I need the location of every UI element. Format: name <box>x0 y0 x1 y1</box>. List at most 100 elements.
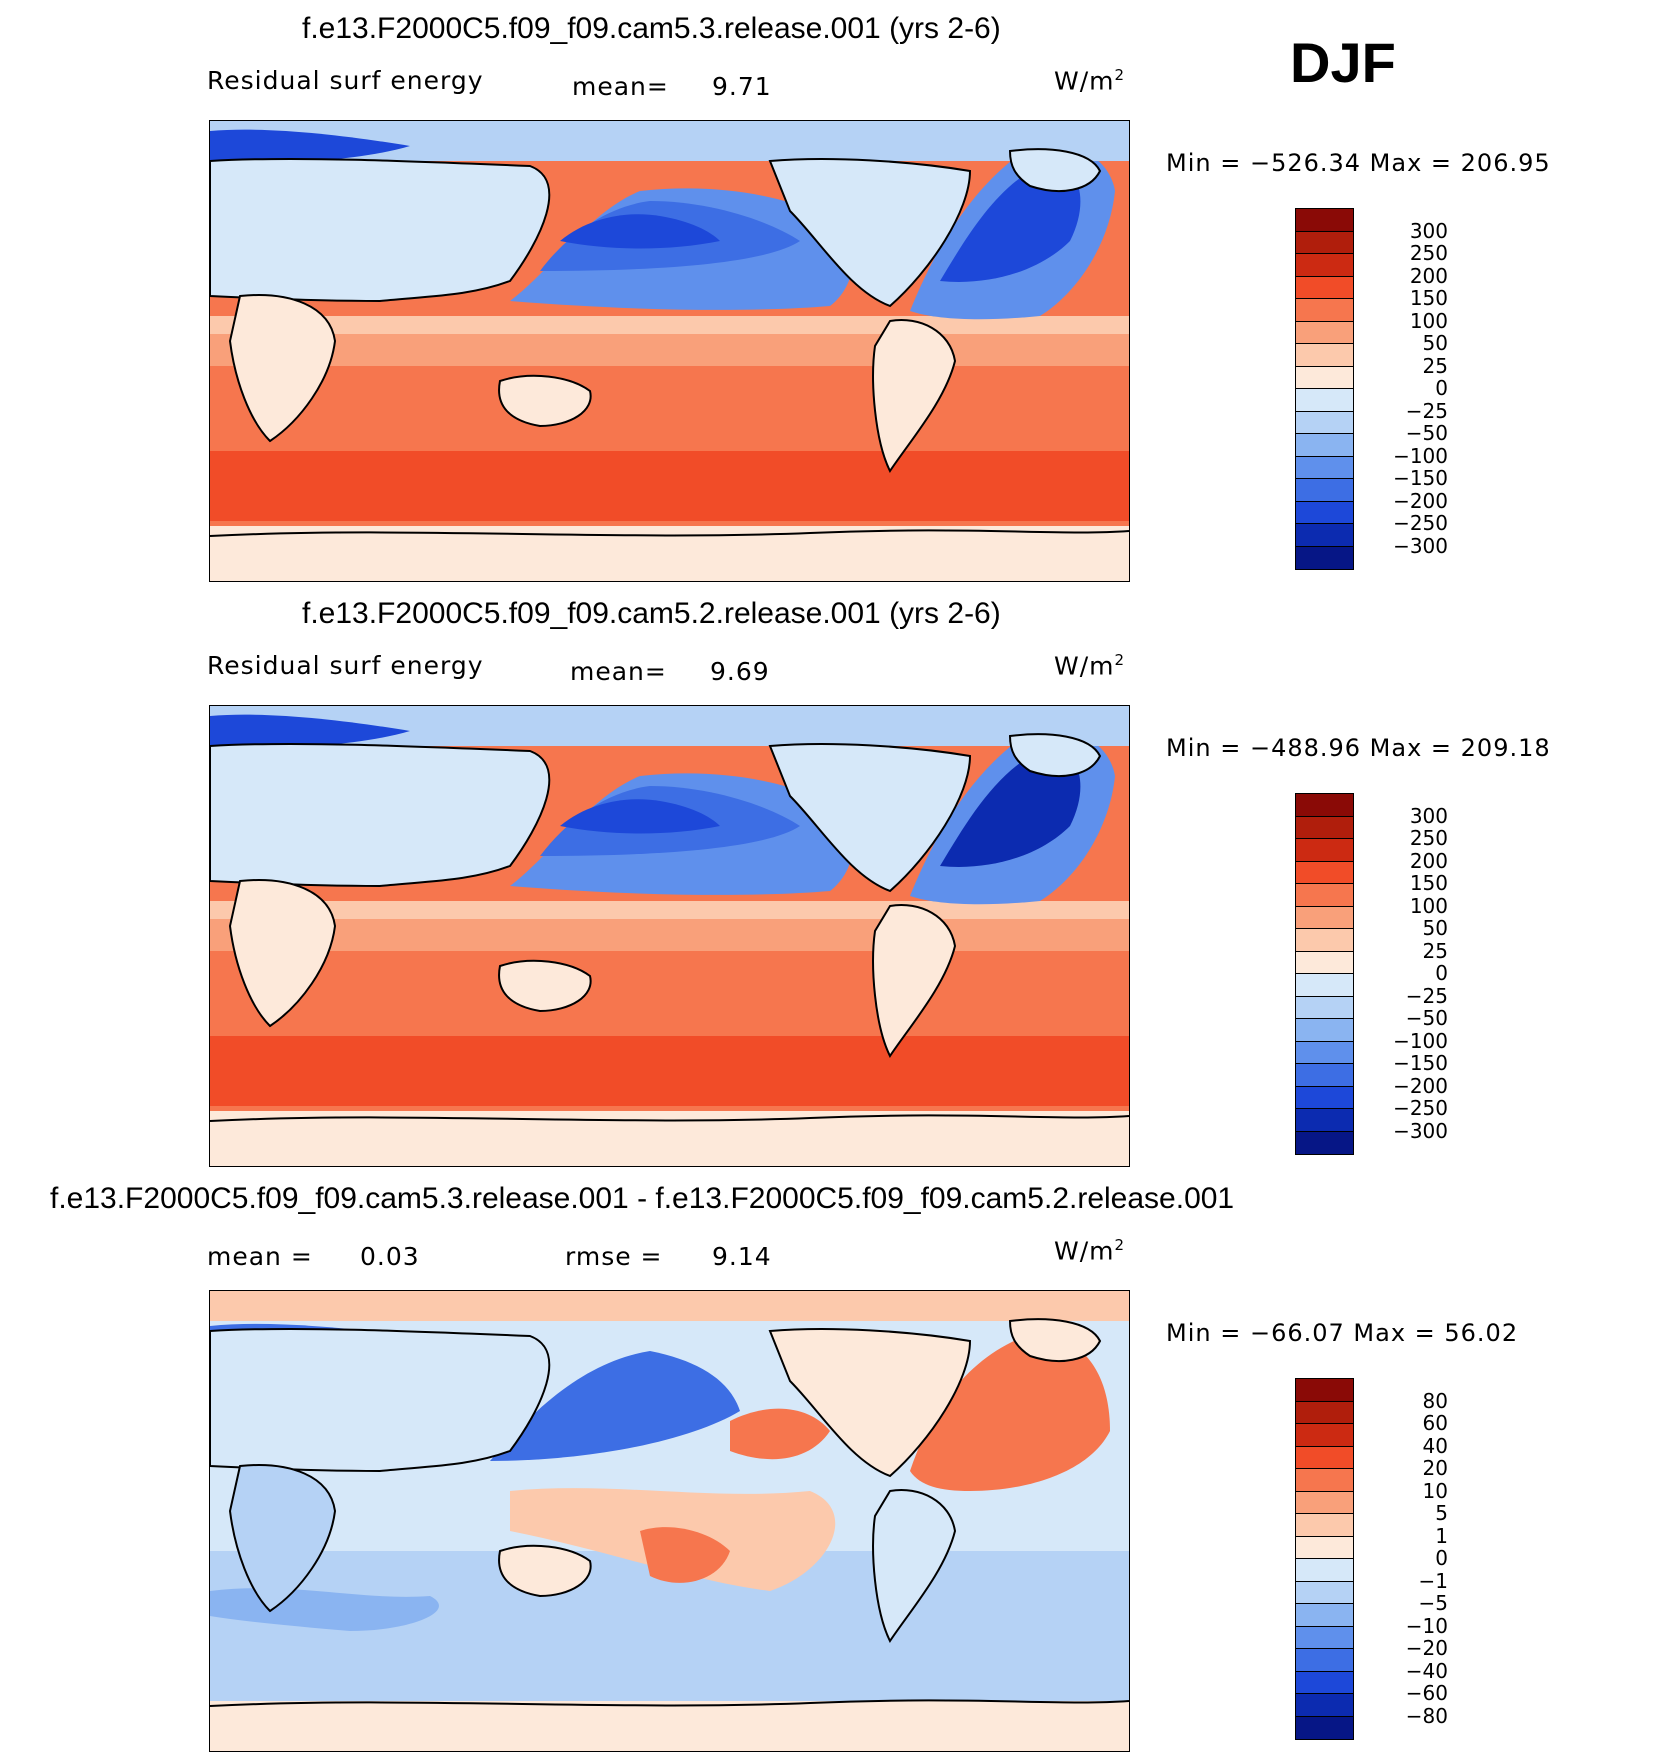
colorbar-segment <box>1296 861 1353 884</box>
colorbar-tick-label: −300 <box>1393 1118 1448 1143</box>
colorbar-tick-label: 10 <box>1422 1478 1448 1503</box>
panel2-mean-value: 9.69 <box>710 657 770 686</box>
panel1-africa <box>228 294 337 443</box>
panel3-south-america <box>872 1489 957 1643</box>
panel3-mean-value: 0.03 <box>360 1242 420 1271</box>
panel3-australia <box>498 1544 592 1598</box>
colorbar-segment <box>1296 456 1353 479</box>
panel2-map-svg <box>210 706 1129 1166</box>
colorbar-segment <box>1296 276 1353 299</box>
panel3-title: f.e13.F2000C5.f09_f09.cam5.3.release.001… <box>50 1182 1235 1215</box>
panel1-map-svg <box>210 121 1129 581</box>
colorbar-segment <box>1296 1086 1353 1109</box>
panel1-map <box>209 120 1130 582</box>
panel3-minmax: Min = −66.07 Max = 56.02 <box>1166 1319 1519 1347</box>
colorbar-segment <box>1296 254 1353 277</box>
colorbar-segment <box>1296 1716 1353 1739</box>
colorbar-segment <box>1296 1109 1353 1132</box>
colorbar-segment <box>1296 1559 1353 1582</box>
colorbar-tick-label: 1 <box>1435 1523 1448 1548</box>
panel1-natl-core <box>940 161 1081 282</box>
colorbar-tick-label: 25 <box>1422 353 1448 378</box>
colorbar-segment <box>1296 1671 1353 1694</box>
colorbar-segment <box>1296 1424 1353 1447</box>
colorbar-tick-label: −200 <box>1393 488 1448 513</box>
panel1-minmax: Min = −526.34 Max = 206.95 <box>1166 149 1551 177</box>
panel1-title: f.e13.F2000C5.f09_f09.cam5.3.release.001… <box>302 12 1001 45</box>
panel3-arctic <box>210 1291 1129 1321</box>
colorbar-tick-label: 100 <box>1409 893 1448 918</box>
panel1-variable: Residual surf energy <box>207 66 484 95</box>
panel1-colorbar <box>1295 208 1354 570</box>
colorbar-segment <box>1296 816 1353 839</box>
colorbar-segment <box>1296 321 1353 344</box>
panel3-antarctica <box>210 1701 1129 1751</box>
colorbar-tick-label: −250 <box>1393 1096 1448 1120</box>
panel1-colorbar-ticks: 300 250 200 150 100 50 25 0 −25 −50 −100 −150 −200 −2… <box>1368 208 1448 568</box>
colorbar-tick-label: −100 <box>1393 443 1448 468</box>
colorbar-tick-label: 50 <box>1422 331 1448 355</box>
colorbar-segment <box>1296 1041 1353 1064</box>
colorbar-tick-label: 150 <box>1409 871 1448 895</box>
colorbar-tick-label: 0 <box>1435 1546 1448 1570</box>
panel3-rmse-label: rmse = <box>565 1242 663 1271</box>
panel3-rmse-value: 9.14 <box>712 1242 772 1271</box>
panel3-map <box>209 1290 1130 1752</box>
colorbar-segment <box>1296 929 1353 952</box>
colorbar-segment <box>1296 366 1353 389</box>
colorbar-tick-label: 150 <box>1409 286 1448 310</box>
colorbar-segment <box>1296 1694 1353 1717</box>
colorbar-tick-label: 80 <box>1422 1388 1448 1413</box>
colorbar-segment <box>1296 389 1353 412</box>
colorbar-tick-label: 200 <box>1409 263 1448 288</box>
colorbar-tick-label: −25 <box>1405 398 1448 423</box>
panel2-title: f.e13.F2000C5.f09_f09.cam5.2.release.001… <box>302 597 1001 630</box>
panel2-antarctica <box>210 1111 1129 1166</box>
panel2-africa <box>228 879 337 1028</box>
colorbar-tick-label: −60 <box>1405 1681 1448 1705</box>
colorbar-tick-label: −25 <box>1405 983 1448 1008</box>
panel1-greenland <box>1008 148 1102 192</box>
colorbar-segment <box>1296 546 1353 569</box>
panel3-greenland <box>1008 1318 1102 1362</box>
panel3-map-svg <box>210 1291 1129 1751</box>
colorbar-tick-label: −250 <box>1393 511 1448 535</box>
colorbar-segment <box>1296 1604 1353 1627</box>
colorbar-tick-label: 250 <box>1409 241 1448 265</box>
panel3-sw-pac-warm <box>640 1527 730 1583</box>
colorbar-tick-label: −1 <box>1418 1568 1448 1593</box>
colorbar-segment <box>1296 1581 1353 1604</box>
panel1-australia <box>498 374 592 428</box>
panel1-units: W/m2 <box>1054 66 1126 96</box>
colorbar-tick-label: 300 <box>1409 218 1448 243</box>
panel3-north-america <box>768 1328 972 1478</box>
panel2-southern-ocean <box>210 1036 1129 1106</box>
panel2-south-america <box>872 904 957 1058</box>
panel1-antarctica <box>210 526 1129 581</box>
panel2-minmax: Min = −488.96 Max = 209.18 <box>1166 734 1551 762</box>
colorbar-segment <box>1296 209 1353 232</box>
panel2-npac-core <box>560 799 720 834</box>
colorbar-segment <box>1296 1649 1353 1672</box>
colorbar-tick-label: −50 <box>1405 421 1448 445</box>
colorbar-tick-label: 5 <box>1435 1501 1448 1525</box>
panel1-npac-core <box>560 214 720 249</box>
colorbar-segment <box>1296 1626 1353 1649</box>
colorbar-tick-label: 200 <box>1409 848 1448 873</box>
panel2-units: W/m2 <box>1054 651 1126 681</box>
colorbar-segment <box>1296 1536 1353 1559</box>
colorbar-segment <box>1296 1401 1353 1424</box>
panel1-southern-ocean <box>210 451 1129 521</box>
colorbar-segment <box>1296 434 1353 457</box>
panel3-africa <box>228 1464 337 1613</box>
panel2-arctic-atl <box>210 714 410 748</box>
panel2-colorbar-ticks: 300 250 200 150 100 50 25 0 −25 −50 −100 −150 −200 −2… <box>1368 793 1448 1153</box>
panel1-mean-label: mean= <box>572 72 669 101</box>
colorbar-segment <box>1296 884 1353 907</box>
panel1-south-america <box>872 319 957 473</box>
panel2-greenland <box>1008 733 1102 777</box>
colorbar-tick-label: 0 <box>1435 376 1448 400</box>
colorbar-tick-label: 20 <box>1422 1456 1448 1480</box>
colorbar-segment <box>1296 1379 1353 1402</box>
colorbar-tick-label: −100 <box>1393 1028 1448 1053</box>
